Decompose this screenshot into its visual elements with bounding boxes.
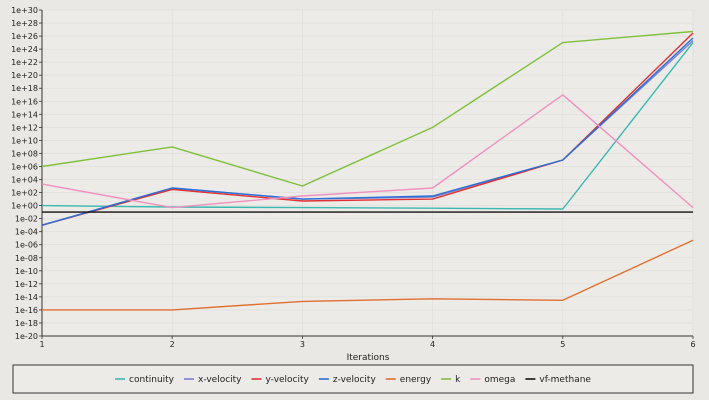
series-line-omega bbox=[41, 94, 694, 209]
y-tick-label: 1e+26 bbox=[11, 32, 38, 41]
y-tick-label: 1e-16 bbox=[15, 306, 38, 315]
legend-label: energy bbox=[400, 375, 432, 385]
legend-label: continuity bbox=[129, 375, 175, 385]
grid bbox=[41, 9, 694, 337]
y-tick-label: 1e+02 bbox=[11, 189, 38, 198]
y-tick-label: 1e-12 bbox=[15, 280, 38, 289]
x-axis: 1 2 3 4 5 6 bbox=[39, 335, 696, 349]
x-tick-label: 4 bbox=[430, 340, 435, 349]
y-tick-label: 1e-02 bbox=[15, 215, 38, 224]
legend: continuity x-velocity y-velocity z-velocity… bbox=[115, 375, 591, 385]
legend-item-x-velocity[interactable]: x-velocity bbox=[184, 375, 242, 385]
x-tick-label: 1 bbox=[39, 340, 44, 349]
legend-item-energy[interactable]: energy bbox=[385, 375, 432, 385]
y-tick-label: 1e+18 bbox=[11, 84, 38, 93]
y-tick-label: 1e-04 bbox=[15, 228, 38, 237]
y-tick-label: 1e-08 bbox=[15, 254, 38, 263]
x-tick-label: 3 bbox=[300, 340, 305, 349]
legend-item-omega[interactable]: omega bbox=[470, 375, 515, 385]
y-tick-label: 1e+04 bbox=[11, 176, 38, 185]
y-tick-label: 1e+06 bbox=[11, 162, 38, 171]
legend-item-vf-methane[interactable]: vf-methane bbox=[525, 375, 591, 385]
series-line-z-velocity bbox=[41, 37, 694, 226]
y-tick-label: 1e+22 bbox=[11, 58, 38, 67]
y-tick-label: 1e+16 bbox=[11, 97, 38, 106]
y-tick-label: 1e+10 bbox=[11, 136, 38, 145]
y-axis: 1e+30 1e+28 1e+26 1e+24 1e+22 1e+20 1e+18 1e+16… bbox=[11, 6, 43, 341]
y-tick-label: 1e+20 bbox=[11, 71, 38, 80]
plot-area bbox=[42, 10, 693, 336]
y-tick-label: 1e-06 bbox=[15, 241, 38, 250]
y-tick-label: 1e+24 bbox=[11, 45, 38, 54]
y-tick-label: 1e+08 bbox=[11, 149, 38, 158]
y-tick-label: 1e+12 bbox=[11, 123, 38, 132]
x-axis-title: Iterations bbox=[347, 353, 390, 363]
legend-box bbox=[12, 364, 694, 394]
series-line-continuity bbox=[41, 42, 694, 210]
series-lines bbox=[41, 30, 694, 311]
y-tick-label: 1e+14 bbox=[11, 110, 38, 119]
y-tick-label: 1e+28 bbox=[11, 19, 38, 28]
y-tick-label: 1e+30 bbox=[11, 6, 38, 15]
legend-label: z-velocity bbox=[333, 375, 377, 385]
legend-label: omega bbox=[484, 375, 515, 385]
y-tick-label: 1e-20 bbox=[15, 332, 38, 341]
y-tick-label: 1e-14 bbox=[15, 293, 38, 302]
legend-item-k[interactable]: k bbox=[441, 375, 461, 385]
x-tick-label: 6 bbox=[690, 340, 695, 349]
x-tick-label: 2 bbox=[170, 340, 175, 349]
series-line-energy bbox=[42, 239, 694, 311]
x-tick-label: 5 bbox=[560, 340, 565, 349]
legend-item-z-velocity[interactable]: z-velocity bbox=[318, 375, 377, 385]
legend-item-y-velocity[interactable]: y-velocity bbox=[251, 375, 310, 385]
y-tick-label: 1e-10 bbox=[15, 267, 38, 276]
legend-label: k bbox=[455, 375, 461, 385]
y-tick-label: 1e-18 bbox=[15, 319, 38, 328]
legend-label: x-velocity bbox=[198, 375, 242, 385]
legend-label: y-velocity bbox=[266, 375, 310, 385]
series-line-k bbox=[41, 30, 694, 187]
legend-label: vf-methane bbox=[539, 375, 591, 385]
legend-item-continuity[interactable]: continuity bbox=[115, 375, 175, 385]
y-tick-label: 1e+00 bbox=[11, 202, 38, 211]
